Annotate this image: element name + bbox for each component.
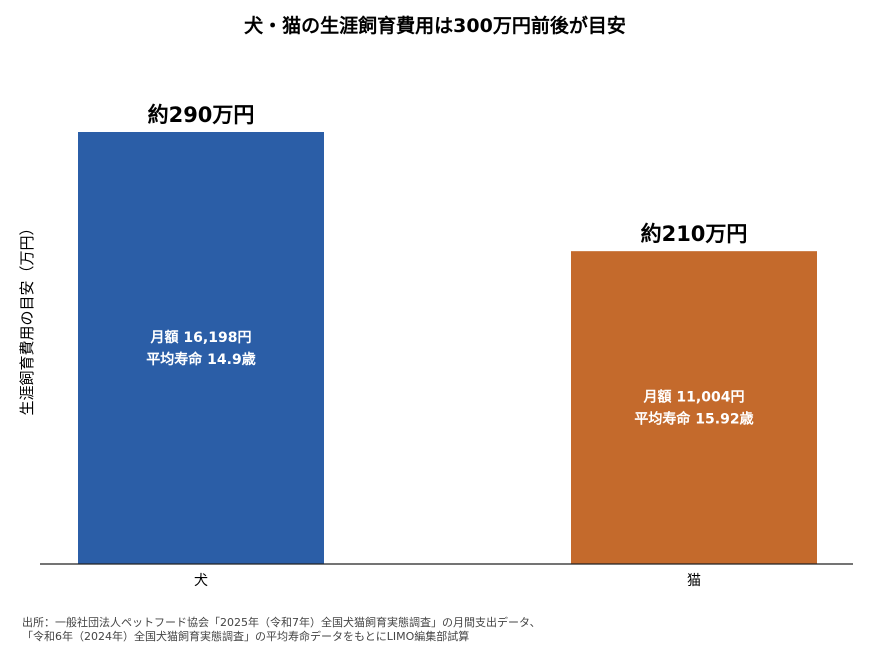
bar-1 [78,132,324,564]
bar-annotation-2-1: 月額 11,004円 [643,389,745,406]
y-axis-label: 生涯飼育費用の目安（万円） [18,220,36,415]
x-tick-label-1: 犬 [194,573,208,589]
bar-annotation-1-1: 月額 16,198円 [150,329,252,346]
bar-2 [571,251,817,564]
x-tick-label-2: 猫 [687,573,701,589]
source-note-line-2: 「令和6年（2024年）全国犬猫飼育実態調査」の平均寿命データをもとにLIMO編… [22,629,469,643]
bar-annotation-2-2: 平均寿命 15.92歳 [634,411,753,428]
source-note-line-1: 出所：一般社団法人ペットフード協会「2025年（令和7年）全国犬猫飼育実態調査」… [22,615,541,629]
chart-title: 犬・猫の生涯飼育費用は300万円前後が目安 [244,14,626,37]
bar-annotation-1-2: 平均寿命 14.9歳 [146,351,255,368]
value-label-1: 約290万円 [148,103,255,127]
value-label-2: 約210万円 [641,222,748,246]
